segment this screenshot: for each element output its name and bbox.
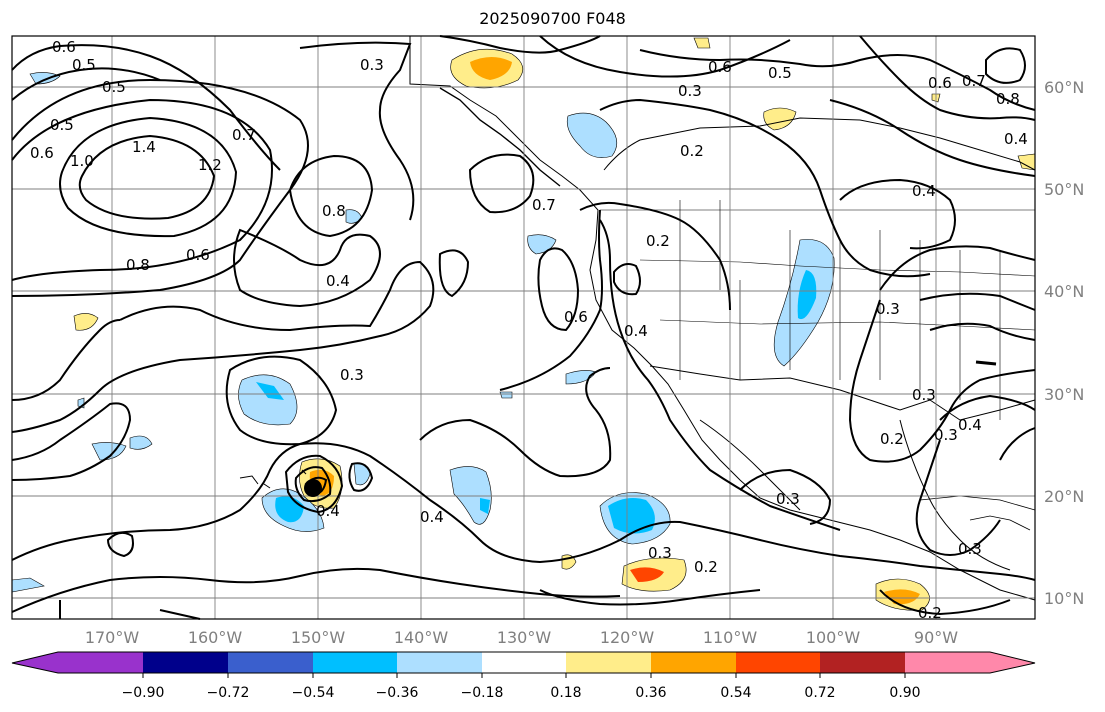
map-title: 2025090700 F048 <box>479 9 626 28</box>
contour-label: 0.8 <box>322 202 346 220</box>
coastlines-and-borders <box>239 36 1036 601</box>
colorbar-tick-label: 0.36 <box>635 685 666 701</box>
lat-label: 40°N <box>1044 282 1084 301</box>
contour-label: 0.3 <box>876 300 900 318</box>
contour-label: 0.4 <box>1004 130 1028 148</box>
contour-label: 0.5 <box>72 56 96 74</box>
contour-label: 0.3 <box>678 82 702 100</box>
colorbar-tick-label: −0.54 <box>292 685 335 701</box>
map-frame <box>11 35 1036 620</box>
contour-label: 0.3 <box>340 366 364 384</box>
colorbar-tick-label: −0.90 <box>122 685 165 701</box>
colorbar-outline <box>11 651 1036 674</box>
colorbar-segment <box>820 652 905 673</box>
contour-label: 0.7 <box>532 196 556 214</box>
colorbar-segment <box>58 652 143 673</box>
colorbar-segment <box>12 652 58 673</box>
lon-label: 100°W <box>806 628 861 647</box>
colorbar-segment <box>397 652 482 673</box>
lat-label: 60°N <box>1044 78 1084 97</box>
contour-label: 0.3 <box>648 544 672 562</box>
contour-label: 0.7 <box>962 72 986 90</box>
colorbar-segment <box>651 652 736 673</box>
contour-label: 0.3 <box>958 540 982 558</box>
contour-label: 0.2 <box>680 142 704 160</box>
colorbar-tick-label: −0.72 <box>207 685 250 701</box>
contour-label: 0.4 <box>958 416 982 434</box>
storm-center-marker <box>304 479 322 497</box>
contour-label: 1.2 <box>198 156 222 174</box>
colorbar-tick-label: 0.90 <box>889 685 920 701</box>
colorbar-segment <box>905 652 990 673</box>
colorbar: −0.90 −0.72 −0.54 −0.36 −0.18 0.18 0.36 … <box>11 651 1036 701</box>
colorbar-tick-label: 0.54 <box>720 685 751 701</box>
contour-label: 0.4 <box>316 502 340 520</box>
contour-label: 0.8 <box>126 256 150 274</box>
longitude-labels: 170°W 160°W 150°W 140°W 130°W 120°W 110°… <box>85 628 958 647</box>
contour-label: 1.0 <box>70 152 94 170</box>
colorbar-tick-label: −0.18 <box>461 685 504 701</box>
contour-label: 0.4 <box>420 508 444 526</box>
contour-label: 0.2 <box>918 604 942 622</box>
colorbar-tick-label: 0.72 <box>804 685 835 701</box>
contour-label: 0.3 <box>934 426 958 444</box>
colorbar-segment <box>228 652 313 673</box>
lon-label: 110°W <box>703 628 758 647</box>
contour-lines <box>11 35 1036 620</box>
lon-label: 90°W <box>914 628 958 647</box>
lat-label: 30°N <box>1044 385 1084 404</box>
lat-label: 20°N <box>1044 487 1084 506</box>
contour-label: 0.7 <box>232 126 256 144</box>
contour-label: 1.4 <box>132 138 156 156</box>
latitude-labels: 60°N 50°N 40°N 30°N 20°N 10°N <box>1044 78 1084 608</box>
contour-label: 0.4 <box>912 182 936 200</box>
contour-labels: 0.6 0.5 0.5 0.5 0.6 1.0 1.4 1.2 0.7 0.8 … <box>30 38 1028 622</box>
contour-label: 0.6 <box>52 38 76 56</box>
contour-label: 0.4 <box>326 272 350 290</box>
colorbar-segment <box>736 652 820 673</box>
contour-label: 0.6 <box>928 74 952 92</box>
lat-label: 50°N <box>1044 180 1084 199</box>
contour-label: 0.2 <box>880 430 904 448</box>
contour-label: 0.5 <box>768 64 792 82</box>
shaded-anomaly-areas <box>11 37 1036 611</box>
contour-label: 0.5 <box>102 78 126 96</box>
contour-label: 0.2 <box>694 558 718 576</box>
map-panel: 0.6 0.5 0.5 0.5 0.6 1.0 1.4 1.2 0.7 0.8 … <box>11 35 1036 622</box>
contour-label: 0.3 <box>912 386 936 404</box>
contour-label: 0.3 <box>776 490 800 508</box>
colorbar-segment <box>566 652 651 673</box>
lon-label: 160°W <box>188 628 243 647</box>
colorbar-segment <box>313 652 397 673</box>
lon-label: 130°W <box>497 628 552 647</box>
colorbar-tick-label: −0.36 <box>376 685 419 701</box>
contour-label: 0.8 <box>996 90 1020 108</box>
contour-label: 0.6 <box>564 308 588 326</box>
contour-label: 0.6 <box>30 144 54 162</box>
colorbar-segment <box>990 652 1035 673</box>
contour-label: 0.5 <box>50 116 74 134</box>
lon-label: 120°W <box>600 628 655 647</box>
contour-label: 0.4 <box>624 322 648 340</box>
contour-label: 0.6 <box>186 246 210 264</box>
colorbar-segment <box>143 652 228 673</box>
contour-label: 0.2 <box>646 232 670 250</box>
colorbar-segment <box>482 652 566 673</box>
colorbar-tick-label: 0.18 <box>550 685 581 701</box>
contour-label: 0.3 <box>360 56 384 74</box>
lat-label: 10°N <box>1044 589 1084 608</box>
lon-label: 140°W <box>394 628 449 647</box>
lon-label: 150°W <box>291 628 346 647</box>
lon-label: 170°W <box>85 628 140 647</box>
contour-label: 0.6 <box>708 58 732 76</box>
